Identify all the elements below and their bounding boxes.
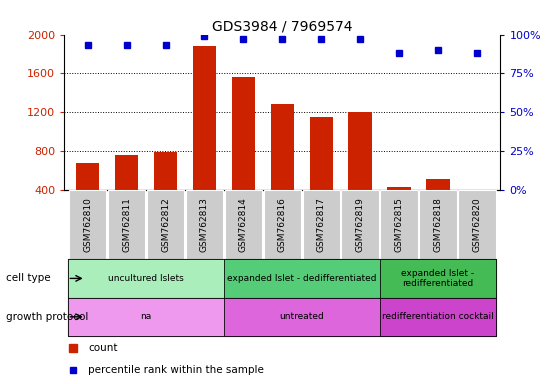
Text: GSM762812: GSM762812	[161, 197, 170, 252]
Bar	[225, 190, 262, 259]
Bar	[108, 190, 145, 259]
Bar	[271, 104, 294, 229]
Text: na: na	[140, 312, 151, 321]
Text: untreated: untreated	[280, 312, 324, 321]
Bar	[76, 163, 100, 229]
Bar	[380, 190, 418, 259]
Text: growth protocol: growth protocol	[6, 312, 88, 322]
Text: uncultured Islets: uncultured Islets	[108, 274, 184, 283]
Text: GSM762820: GSM762820	[472, 197, 481, 252]
Title: GDS3984 / 7969574: GDS3984 / 7969574	[212, 20, 353, 33]
Bar	[342, 190, 379, 259]
Bar	[264, 190, 301, 259]
Bar	[419, 190, 457, 259]
Bar	[380, 259, 496, 298]
Bar	[231, 77, 255, 229]
Text: percentile rank within the sample: percentile rank within the sample	[88, 366, 264, 376]
Text: GSM762818: GSM762818	[434, 197, 443, 252]
Bar	[68, 298, 224, 336]
Text: cell type: cell type	[6, 273, 50, 283]
Text: count: count	[88, 343, 118, 353]
Bar	[68, 259, 224, 298]
Text: GSM762813: GSM762813	[200, 197, 209, 252]
Bar	[302, 190, 340, 259]
Text: GSM762819: GSM762819	[356, 197, 364, 252]
Bar	[69, 190, 106, 259]
Text: GSM762810: GSM762810	[83, 197, 92, 252]
Bar	[310, 117, 333, 229]
Bar	[193, 46, 216, 229]
Text: GSM762814: GSM762814	[239, 197, 248, 252]
Text: GSM762811: GSM762811	[122, 197, 131, 252]
Text: GSM762816: GSM762816	[278, 197, 287, 252]
Bar	[427, 179, 449, 229]
Bar	[380, 298, 496, 336]
Text: GSM762815: GSM762815	[395, 197, 404, 252]
Bar	[224, 298, 380, 336]
Text: redifferentiation cocktail: redifferentiation cocktail	[382, 312, 494, 321]
Bar	[186, 190, 223, 259]
Bar	[154, 152, 177, 229]
Bar	[147, 190, 184, 259]
Bar	[115, 155, 138, 229]
Text: expanded Islet -
redifferentiated: expanded Islet - redifferentiated	[401, 269, 475, 288]
Bar	[387, 187, 411, 229]
Bar	[465, 192, 489, 229]
Bar	[224, 259, 380, 298]
Text: expanded Islet - dedifferentiated: expanded Islet - dedifferentiated	[227, 274, 377, 283]
Bar	[458, 190, 496, 259]
Bar	[348, 113, 372, 229]
Text: GSM762817: GSM762817	[317, 197, 326, 252]
